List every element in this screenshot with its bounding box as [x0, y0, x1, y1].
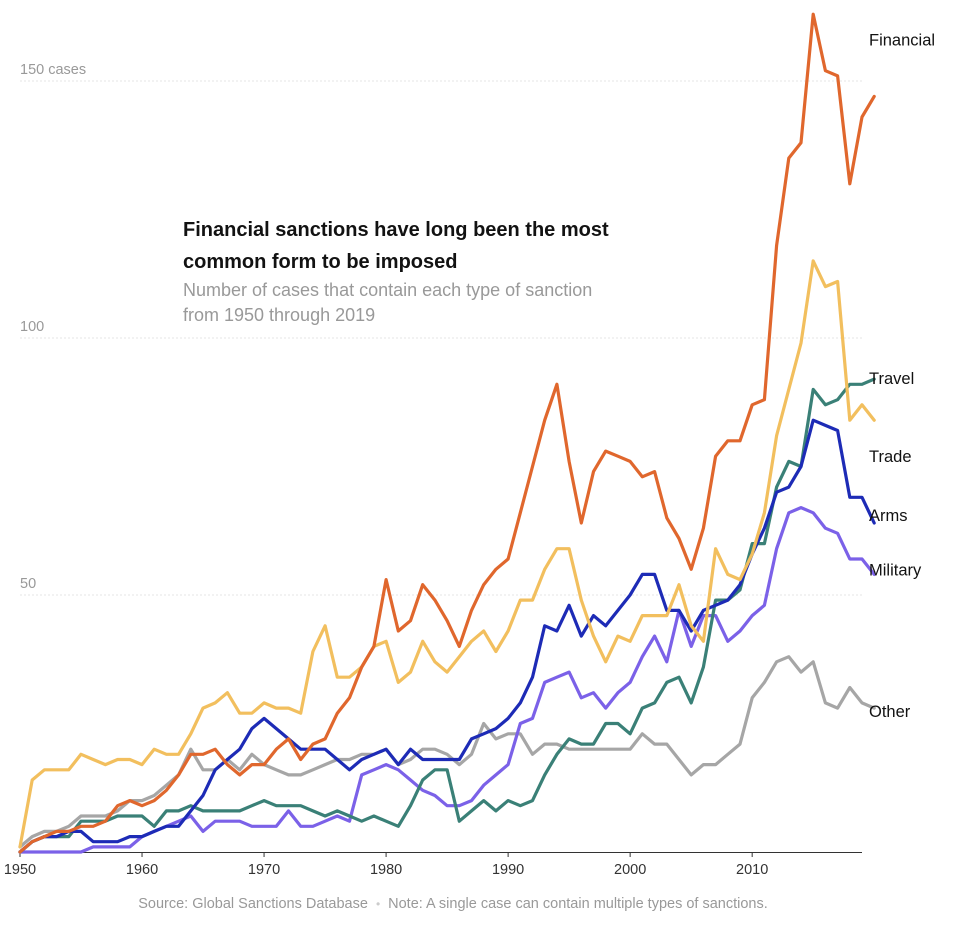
chart-title: Financial sanctions have long been the m… [183, 219, 609, 273]
series-label-military: Military [869, 561, 922, 579]
gridlines: 50 100 150 cases [20, 62, 862, 596]
series-label-travel: Travel [869, 370, 914, 388]
series-labels: Other Military Travel Arms Trade Financial [869, 31, 935, 721]
series-line-travel [18, 377, 876, 854]
y-tick-label: 100 [20, 319, 44, 335]
source-note: Source: Global Sanctions Database [138, 896, 368, 912]
x-tick-label: 1960 [126, 862, 158, 878]
data-note: Note: A single case can contain multiple… [388, 896, 768, 912]
chart-subtitle: Number of cases that contain each type o… [183, 280, 593, 325]
x-tick-label: 1970 [248, 862, 280, 878]
x-tick-label: 1990 [492, 862, 524, 878]
series-label-arms: Arms [869, 507, 908, 525]
series-line-financial [18, 12, 876, 854]
x-tick-label: 1950 [4, 862, 36, 878]
x-tick-label: 2010 [736, 862, 768, 878]
x-tick-label: 2000 [614, 862, 646, 878]
series-line-trade [18, 259, 876, 849]
chart-footer: Source: Global Sanctions Database • Note: … [0, 896, 906, 912]
series-line-other [18, 655, 876, 849]
series-lines [18, 12, 876, 854]
series-line-military [18, 506, 876, 854]
series-label-other: Other [869, 703, 911, 721]
series-label-trade: Trade [869, 448, 912, 466]
separator-dot: • [375, 897, 381, 911]
series-line-arms [18, 418, 876, 854]
y-tick-label: 150 cases [20, 62, 86, 78]
series-label-financial: Financial [869, 31, 935, 49]
y-tick-label: 50 [20, 576, 36, 592]
x-axis: 1950 1960 1970 1980 1990 2000 2010 [4, 852, 862, 878]
x-tick-label: 1980 [370, 862, 402, 878]
